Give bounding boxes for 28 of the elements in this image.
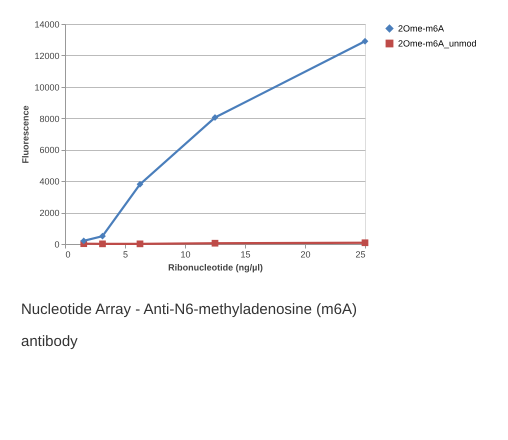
y-tick-label: 12000 xyxy=(34,50,60,61)
point xyxy=(362,239,368,246)
x-axis-title: Ribonucleotide (ng/µl) xyxy=(168,262,263,272)
y-tick-label: 2000 xyxy=(39,208,60,218)
y-tick-label: 6000 xyxy=(39,145,60,156)
point xyxy=(99,232,106,240)
x-tick-label: 0 xyxy=(66,250,71,260)
point xyxy=(136,240,144,248)
x-tick-label: 15 xyxy=(240,250,251,260)
y-tick-label: 10000 xyxy=(34,82,60,92)
y-tick-label: 0 xyxy=(54,240,60,250)
text: Nucleotide Array - Anti-N6-methyladenosine (m6A) antibody xyxy=(20,301,357,350)
legend-label: 2Ome-m6A_unmod xyxy=(398,38,477,48)
x-tick-label: 20 xyxy=(300,250,311,260)
legend-label: 2Ome-m6A xyxy=(398,24,444,34)
x-tick-label: 10 xyxy=(180,250,191,260)
y-tick-label: 4000 xyxy=(39,176,60,187)
y-tick-label: 8000 xyxy=(39,114,60,124)
point xyxy=(99,240,106,248)
x-tick-label: 5 xyxy=(122,250,128,260)
point xyxy=(212,240,218,247)
x-tick-label: 25 xyxy=(355,250,366,260)
point xyxy=(212,114,218,121)
point xyxy=(136,180,144,188)
point xyxy=(80,238,88,244)
y-axis-title: Fluorescence xyxy=(20,105,30,164)
point xyxy=(362,38,368,45)
y-tick-label: 14000 xyxy=(34,20,60,30)
